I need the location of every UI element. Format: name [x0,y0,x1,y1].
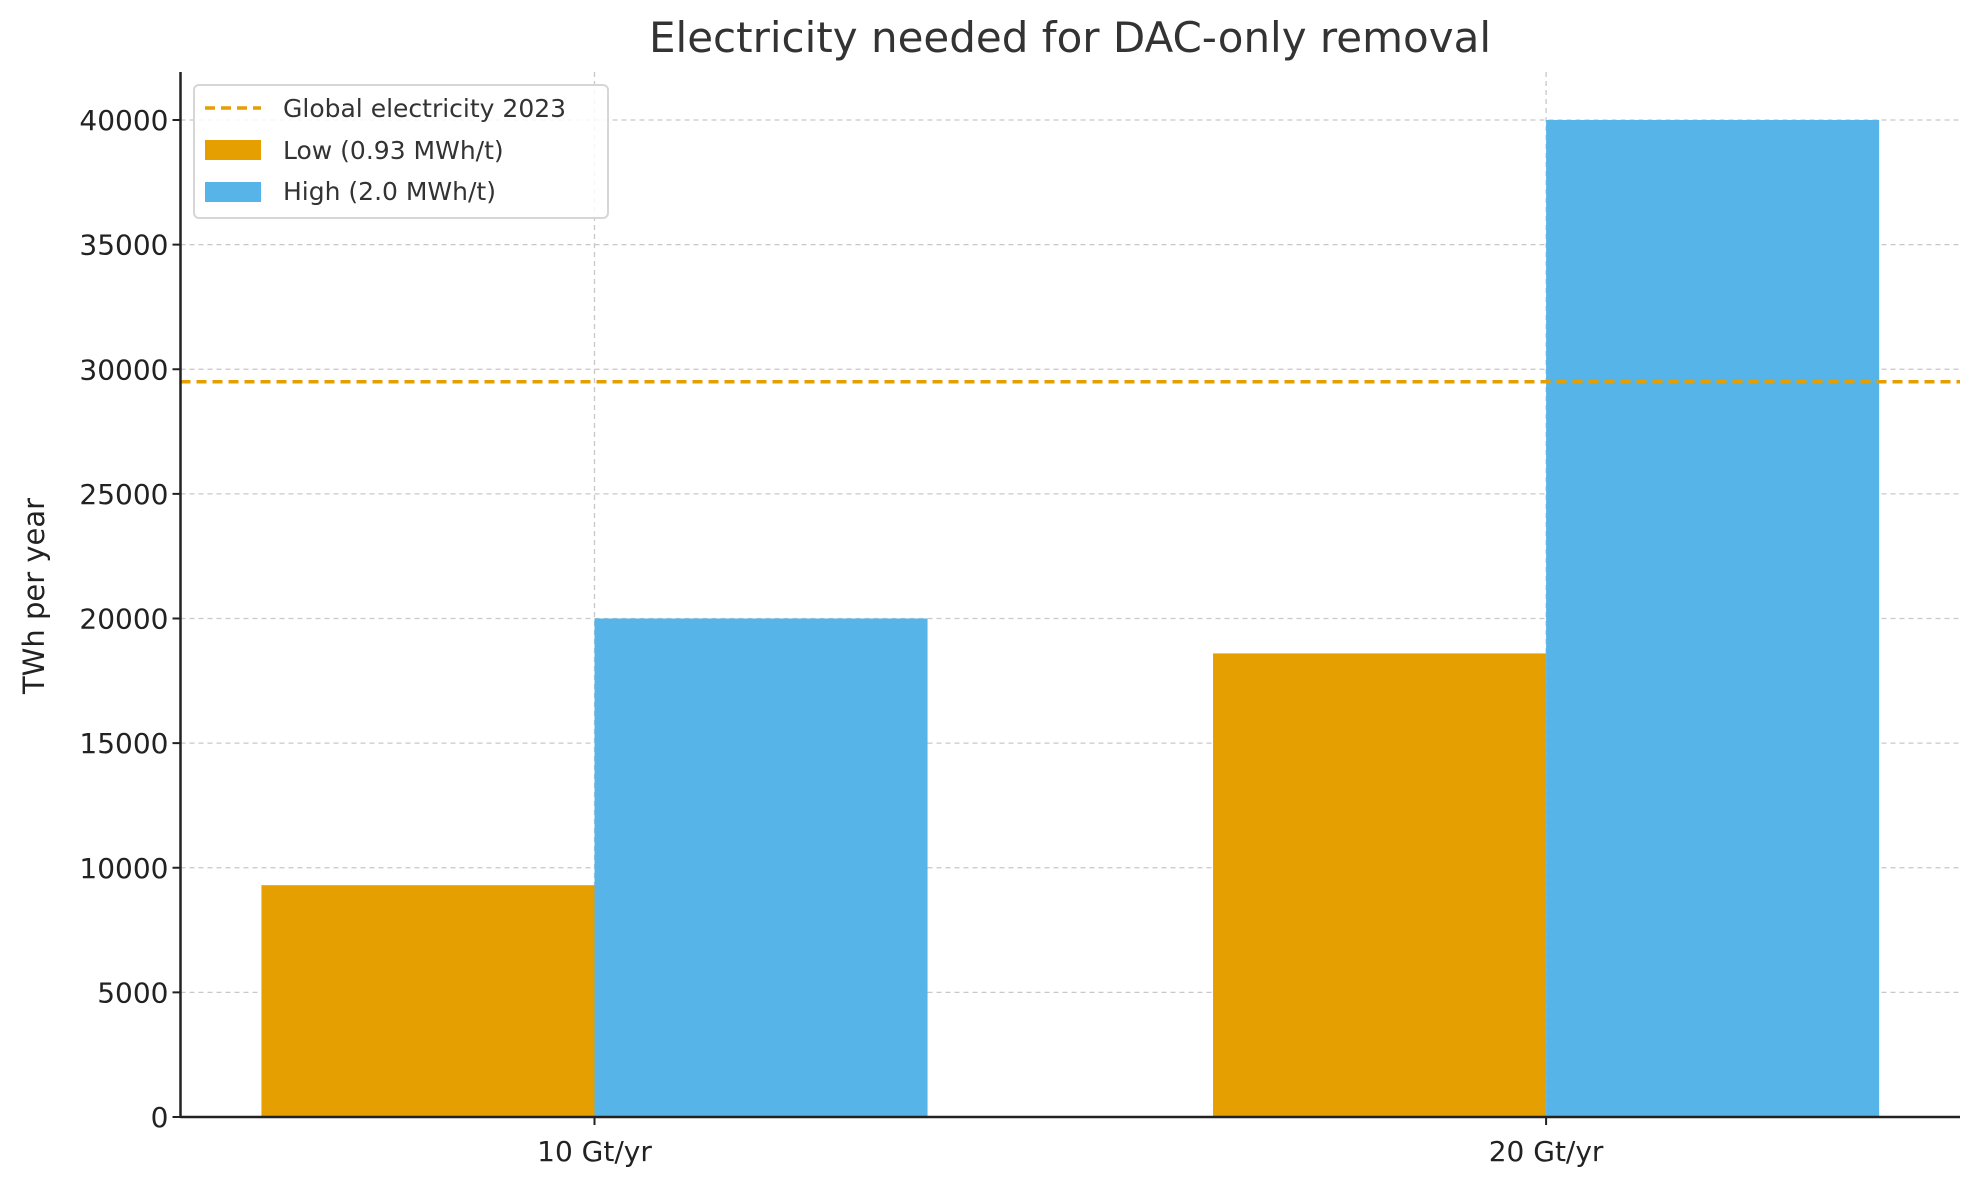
legend: Global electricity 2023 Low (0.93 MWh/t)… [193,84,609,219]
y-tick-label: 5000 [97,976,168,1009]
y-tick-label: 40000 [79,104,168,137]
y-tick-label: 25000 [79,478,168,511]
y-tick-label: 15000 [79,727,168,760]
bar-low [1213,653,1547,1117]
legend-marker-low [205,140,261,160]
legend-label-high: High (2.0 MWh/t) [283,177,496,206]
legend-label-low: Low (0.93 MWh/t) [283,136,504,165]
y-tick-label: 30000 [79,353,168,386]
y-tick-label: 20000 [79,603,168,636]
bar-high [594,618,928,1117]
chart-title: Electricity needed for DAC-only removal [649,13,1491,62]
x-tick-label: 10 Gt/yr [537,1135,652,1168]
y-axis-label: TWh per year [17,498,51,695]
y-tick-label: 0 [151,1101,169,1134]
legend-label-reference: Global electricity 2023 [283,94,566,123]
x-tick-label: 20 Gt/yr [1489,1135,1604,1168]
legend-marker-high [205,182,261,202]
y-tick-label: 35000 [79,229,168,262]
y-tick-label: 10000 [79,852,168,885]
bar-low [261,885,595,1117]
bar-high [1546,120,1880,1117]
